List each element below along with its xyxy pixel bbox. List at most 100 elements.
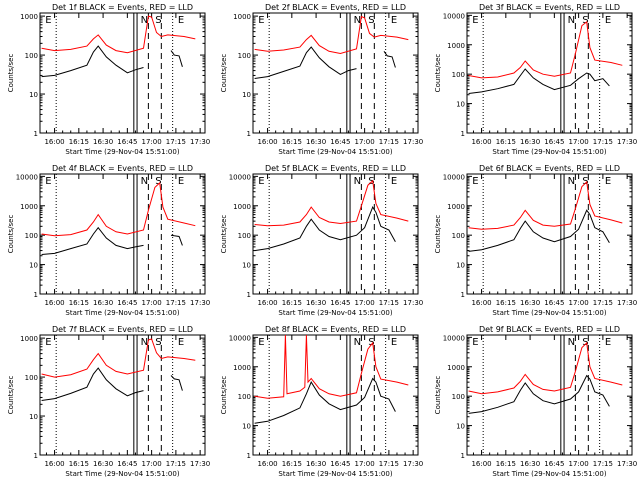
y-tick-label: 1000 xyxy=(447,364,465,372)
x-tick-label: 17:30 xyxy=(190,138,210,146)
y-tick-label: 10 xyxy=(456,423,465,431)
y-axis-label: Counts/sec xyxy=(7,54,15,93)
interval-marker-e: E xyxy=(258,337,264,348)
x-tick-label: 17:15 xyxy=(379,460,399,468)
y-tick-label: 10000 xyxy=(229,173,251,181)
series-red-line xyxy=(41,338,196,378)
x-axis-label: Start Time (29-Nov-04 15:51:00) xyxy=(492,470,606,478)
x-tick-label: 17:15 xyxy=(166,138,186,146)
y-tick-label: 10 xyxy=(456,262,465,270)
interval-marker-s: S xyxy=(368,337,374,348)
y-axis-label: Counts/sec xyxy=(434,215,442,254)
panel-det-8f: Det 8f BLACK = Events, RED = LLD 1 10 100 10… xyxy=(220,325,423,478)
series-red-line xyxy=(468,20,623,79)
y-tick-label: 1000 xyxy=(20,335,38,343)
y-tick-label: 100 xyxy=(238,393,251,401)
x-tick-label: 17:30 xyxy=(403,299,423,307)
interval-marker-n: N xyxy=(568,15,575,26)
y-tick-label: 1 xyxy=(461,130,465,138)
panel-det-1f: Det 1f BLACK = Events, RED = LLD 1 10 100 10… xyxy=(7,3,210,156)
panel-title: Det 4f BLACK = Events, RED = LLD xyxy=(52,164,193,173)
interval-marker-e: E xyxy=(605,15,611,26)
y-axis-label: Counts/sec xyxy=(220,215,228,254)
panel-det-5f: Det 5f BLACK = Events, RED = LLD 1 10 100 10… xyxy=(220,164,423,317)
interval-marker-n: N xyxy=(141,15,148,26)
series-red-line xyxy=(254,15,409,55)
x-axis-label: Start Time (29-Nov-04 15:51:00) xyxy=(278,309,392,317)
x-tick-label: 16:45 xyxy=(117,460,137,468)
y-tick-label: 100 xyxy=(238,52,251,60)
x-tick-label: 17:30 xyxy=(190,299,210,307)
x-tick-label: 17:00 xyxy=(569,299,589,307)
y-axis-label: Counts/sec xyxy=(434,54,442,93)
plot-frame xyxy=(252,12,419,134)
x-tick-label: 16:00 xyxy=(257,460,277,468)
x-tick-label: 17:30 xyxy=(617,299,637,307)
interval-marker-s: S xyxy=(582,337,588,348)
x-tick-label: 16:45 xyxy=(544,299,564,307)
interval-marker-n: N xyxy=(568,337,575,348)
series-black-line xyxy=(383,51,396,68)
x-axis-label: Start Time (29-Nov-04 15:51:00) xyxy=(65,148,179,156)
y-tick-label: 100 xyxy=(25,374,38,382)
interval-marker-s: S xyxy=(155,176,161,187)
y-tick-label: 10 xyxy=(242,262,251,270)
panel-title: Det 3f BLACK = Events, RED = LLD xyxy=(479,3,620,12)
interval-marker-e: E xyxy=(178,337,184,348)
y-tick-label: 10 xyxy=(29,262,38,270)
x-tick-label: 17:15 xyxy=(593,299,613,307)
y-axis-label: Counts/sec xyxy=(220,376,228,415)
panel-det-2f: Det 2f BLACK = Events, RED = LLD 1 10 100 10… xyxy=(220,3,423,156)
x-tick-label: 16:00 xyxy=(471,299,491,307)
x-axis-label: Start Time (29-Nov-04 15:51:00) xyxy=(492,309,606,317)
y-axis-label: Counts/sec xyxy=(7,376,15,415)
x-axis-label: Start Time (29-Nov-04 15:51:00) xyxy=(278,470,392,478)
interval-marker-s: S xyxy=(155,15,161,26)
series-black-line xyxy=(41,45,144,78)
y-tick-label: 1 xyxy=(34,452,38,460)
x-tick-label: 17:15 xyxy=(593,138,613,146)
x-tick-label: 16:30 xyxy=(93,138,113,146)
x-tick-label: 17:15 xyxy=(593,460,613,468)
x-tick-label: 16:30 xyxy=(520,138,540,146)
panel-title: Det 9f BLACK = Events, RED = LLD xyxy=(479,325,620,334)
x-tick-label: 17:00 xyxy=(569,138,589,146)
x-tick-label: 17:30 xyxy=(617,138,637,146)
x-tick-label: 16:30 xyxy=(306,138,326,146)
interval-marker-e: E xyxy=(391,337,397,348)
series-red-line xyxy=(254,179,409,227)
plot-frame xyxy=(39,173,206,295)
series-black-line xyxy=(170,50,183,67)
x-axis-label: Start Time (29-Nov-04 15:51:00) xyxy=(65,470,179,478)
y-tick-label: 1 xyxy=(247,452,251,460)
x-tick-label: 17:15 xyxy=(166,460,186,468)
panel-title: Det 1f BLACK = Events, RED = LLD xyxy=(52,3,193,12)
x-tick-label: 16:00 xyxy=(471,138,491,146)
y-tick-label: 1000 xyxy=(233,364,251,372)
x-tick-label: 16:45 xyxy=(544,138,564,146)
y-tick-label: 10000 xyxy=(443,12,465,20)
series-black-line xyxy=(170,234,183,246)
interval-marker-e: E xyxy=(45,15,51,26)
interval-marker-n: N xyxy=(354,176,361,187)
x-tick-label: 16:45 xyxy=(117,138,137,146)
x-tick-label: 16:15 xyxy=(282,138,302,146)
interval-marker-e: E xyxy=(472,176,478,187)
x-tick-label: 16:00 xyxy=(257,299,277,307)
x-tick-label: 16:15 xyxy=(282,460,302,468)
interval-marker-e: E xyxy=(605,176,611,187)
x-tick-label: 16:00 xyxy=(471,460,491,468)
interval-marker-n: N xyxy=(141,176,148,187)
y-tick-label: 10 xyxy=(29,413,38,421)
y-tick-label: 1 xyxy=(247,291,251,299)
panel-title: Det 8f BLACK = Events, RED = LLD xyxy=(265,325,406,334)
interval-marker-e: E xyxy=(472,15,478,26)
interval-marker-e: E xyxy=(472,337,478,348)
x-axis-label: Start Time (29-Nov-04 15:51:00) xyxy=(278,148,392,156)
series-red-line xyxy=(254,335,409,399)
plot-frame xyxy=(466,334,633,456)
x-axis-label: Start Time (29-Nov-04 15:51:00) xyxy=(492,148,606,156)
y-tick-label: 1 xyxy=(247,130,251,138)
interval-marker-e: E xyxy=(605,337,611,348)
